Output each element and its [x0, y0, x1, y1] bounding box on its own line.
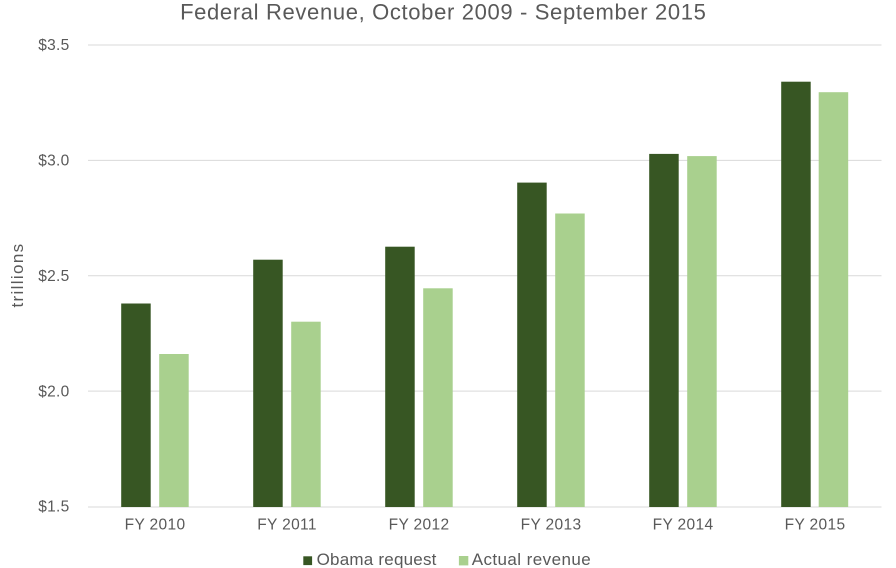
svg-text:FY 2012: FY 2012 — [389, 517, 450, 534]
svg-text:FY 2011: FY 2011 — [257, 517, 317, 534]
svg-text:$2.5: $2.5 — [38, 268, 69, 285]
svg-text:Actual revenue: Actual revenue — [472, 550, 591, 568]
svg-text:$3.0: $3.0 — [38, 153, 69, 170]
svg-text:Federal Revenue, October 2009: Federal Revenue, October 2009 - Septembe… — [180, 0, 706, 24]
svg-text:Obama request: Obama request — [317, 550, 437, 568]
svg-text:$3.5: $3.5 — [38, 37, 69, 54]
svg-text:FY 2013: FY 2013 — [521, 517, 582, 534]
svg-text:$2.0: $2.0 — [38, 383, 69, 400]
svg-text:$1.5: $1.5 — [38, 499, 69, 516]
svg-text:FY 2015: FY 2015 — [785, 517, 846, 534]
svg-text:FY 2010: FY 2010 — [125, 517, 186, 534]
svg-text:FY 2014: FY 2014 — [653, 517, 714, 534]
svg-text:trillions: trillions — [8, 242, 27, 307]
